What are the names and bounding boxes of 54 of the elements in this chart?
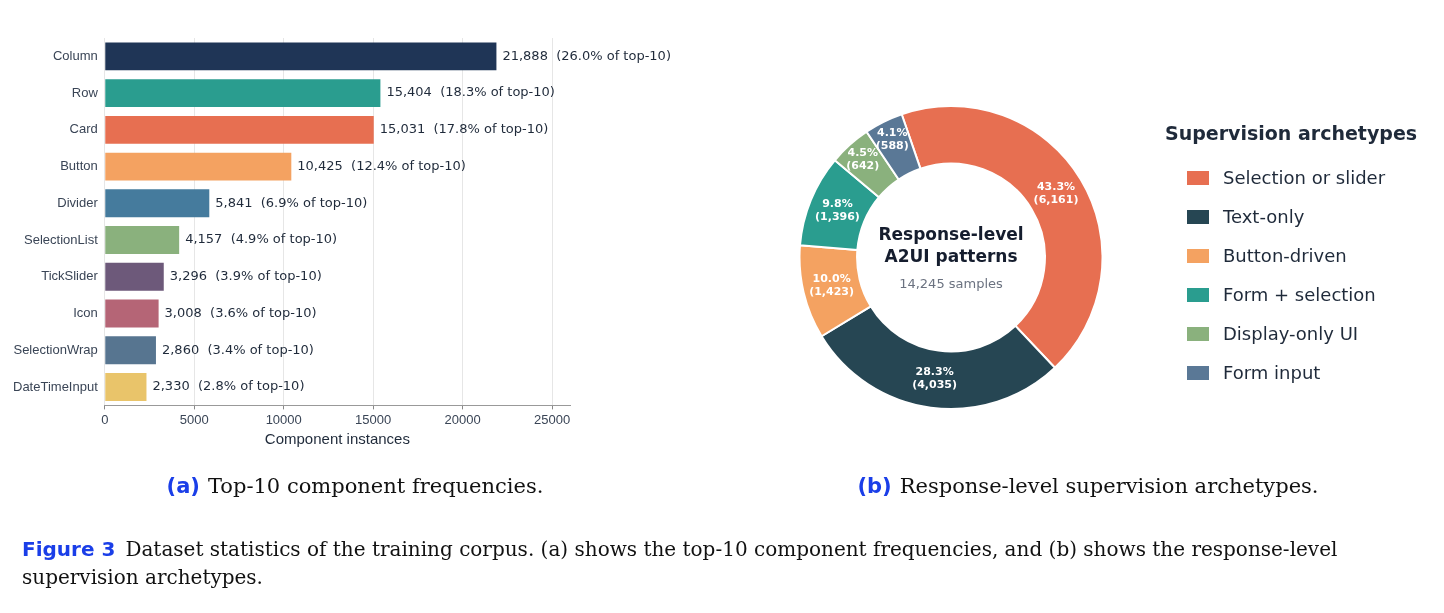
bar <box>105 115 374 144</box>
legend-label: Form + selection <box>1222 283 1377 307</box>
data-label: 28.3% (4,035) <box>912 365 958 392</box>
bar <box>105 189 210 218</box>
legend-label: Display-only UI <box>1222 322 1360 346</box>
y-tick-label: Row <box>71 84 99 100</box>
x-tick-label: 10000 <box>265 411 302 427</box>
data-label: 10.0% (1,423) <box>809 272 855 299</box>
text: (b) Response-level supervision archetypes. <box>857 474 1319 498</box>
y-tick-label: Divider <box>57 194 99 210</box>
bar <box>105 226 180 255</box>
data-label: 9.8% (1,396) <box>815 197 860 224</box>
data-label: 3,008 (3.6% of top-10) <box>164 304 317 320</box>
x-tick-label: 5000 <box>179 411 209 427</box>
legend-label: Form input <box>1222 361 1322 385</box>
bar <box>105 299 159 328</box>
y-tick-label: Button <box>60 158 98 174</box>
x-tick-label: 20000 <box>444 411 481 427</box>
x-tick-label: 25000 <box>534 411 571 427</box>
x-tick-label: 15000 <box>355 411 392 427</box>
y-tick-label: Icon <box>73 305 98 321</box>
text: (a) Top-10 component frequencies. <box>166 474 544 498</box>
legend-label: Selection or slider <box>1222 166 1387 190</box>
y-tick-label: Column <box>52 47 98 63</box>
y-tick-label: Card <box>69 121 98 137</box>
y-tick-label: SelectionList <box>24 231 99 247</box>
text: 14,245 samples <box>899 275 1004 291</box>
bar <box>105 373 147 401</box>
data-label: 21,888 (26.0% of top-10) <box>502 47 671 63</box>
bar <box>105 79 381 108</box>
data-label: 4,157 (4.9% of top-10) <box>185 231 338 247</box>
legend-label: Button-driven <box>1222 244 1348 268</box>
text: Response-level A2UI patterns <box>878 223 1024 266</box>
data-label: 15,404 (18.3% of top-10) <box>386 84 555 100</box>
legend-label: Text-only <box>1222 205 1306 229</box>
bar <box>105 42 497 71</box>
y-tick-label: TickSlider <box>41 268 99 284</box>
data-label: 43.3% (6,161) <box>1033 180 1079 207</box>
data-label: 3,296 (3.9% of top-10) <box>169 268 322 284</box>
bar <box>105 336 156 365</box>
data-label: 5,841 (6.9% of top-10) <box>215 194 368 210</box>
x-tick-label: 0 <box>101 411 109 427</box>
data-label: 15,031 (17.8% of top-10) <box>379 121 549 137</box>
data-label: 10,425 (12.4% of top-10) <box>297 157 466 173</box>
data-label: 2,330 (2.8% of top-10) <box>152 378 305 394</box>
bar <box>105 262 164 291</box>
legend-title: Supervision archetypes <box>1165 122 1418 144</box>
x-axis-title: Component instances <box>264 430 410 448</box>
y-tick-label: DateTimeInput <box>13 378 99 394</box>
caption: Figure 3 Dataset statistics of the training corpus. (a) shows the top-10 component frequencies, and (b) shows the response-level supervision archetypes. <box>22 536 1339 591</box>
bar <box>105 152 292 181</box>
data-label: 2,860 (3.4% of top-10) <box>161 341 314 357</box>
data-label: 4.1% (588) <box>875 125 909 152</box>
y-tick-label: SelectionWrap <box>13 341 98 357</box>
